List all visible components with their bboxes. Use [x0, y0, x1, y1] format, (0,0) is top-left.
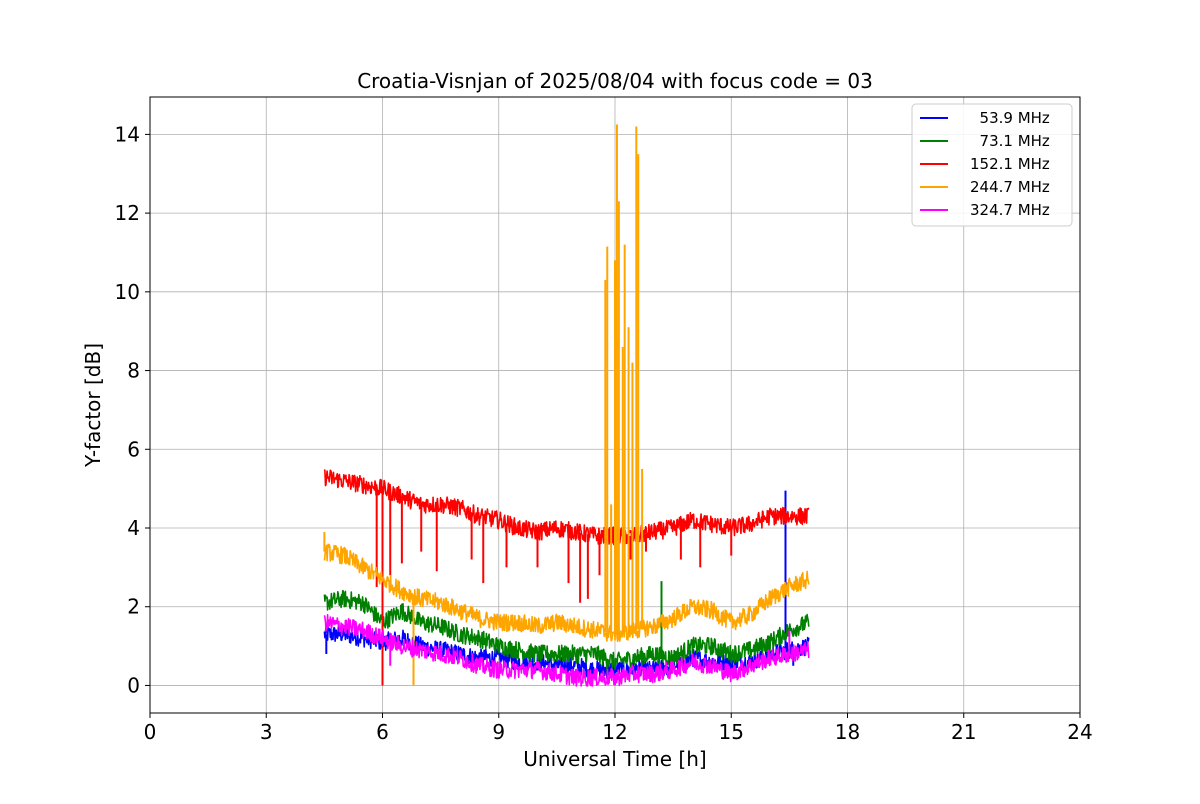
x-tick-label: 15: [719, 720, 744, 744]
legend-entry: 324.7 MHz: [920, 201, 1050, 219]
legend-label: 324.7 MHz: [970, 201, 1050, 219]
y-tick-label: 12: [115, 201, 140, 225]
legend-label: 244.7 MHz: [970, 178, 1050, 196]
y-tick-label: 6: [127, 437, 140, 461]
y-tick-label: 10: [115, 280, 140, 304]
x-tick-label: 3: [260, 720, 273, 744]
series-line: [323, 469, 810, 546]
legend-box: [911, 103, 1073, 227]
legend-entry: 152.1 MHz: [920, 155, 1050, 173]
y-tick-label: 2: [127, 595, 140, 619]
y-tick-label: 8: [127, 359, 140, 383]
chart-title: Croatia-Visnjan of 2025/08/04 with focus…: [357, 69, 873, 93]
series-4: [323, 613, 810, 687]
x-tick-label: 9: [492, 720, 505, 744]
y-tick-label: 14: [115, 122, 140, 146]
legend: 53.9 MHz 73.1 MHz 152.1 MHz 244.7 MHz 324.7…: [911, 103, 1073, 227]
series-line: [323, 613, 810, 687]
x-tick-label: 18: [835, 720, 860, 744]
legend-entry: 73.1 MHz: [920, 132, 1050, 150]
series-line: [323, 543, 810, 643]
legend-label: 53.9 MHz: [970, 109, 1050, 127]
y-axis-label: Y-factor [dB]: [81, 343, 105, 468]
x-axis-label: Universal Time [h]: [523, 747, 706, 771]
series-3: [323, 124, 810, 686]
x-tick-label: 21: [951, 720, 976, 744]
x-tick-label: 0: [144, 720, 157, 744]
x-tick-label: 24: [1067, 720, 1092, 744]
series-2: [323, 469, 810, 686]
x-tick-label: 12: [602, 720, 627, 744]
legend-entry: 244.7 MHz: [920, 178, 1050, 196]
legend-label: 73.1 MHz: [970, 132, 1050, 150]
x-tick-label: 6: [376, 720, 389, 744]
legend-entry: 53.9 MHz: [920, 109, 1050, 127]
y-tick-label: 4: [127, 516, 140, 540]
y-tick-label: 0: [127, 673, 140, 697]
series-layer: [323, 124, 810, 687]
series-line: [323, 590, 810, 671]
legend-label: 152.1 MHz: [970, 155, 1050, 173]
